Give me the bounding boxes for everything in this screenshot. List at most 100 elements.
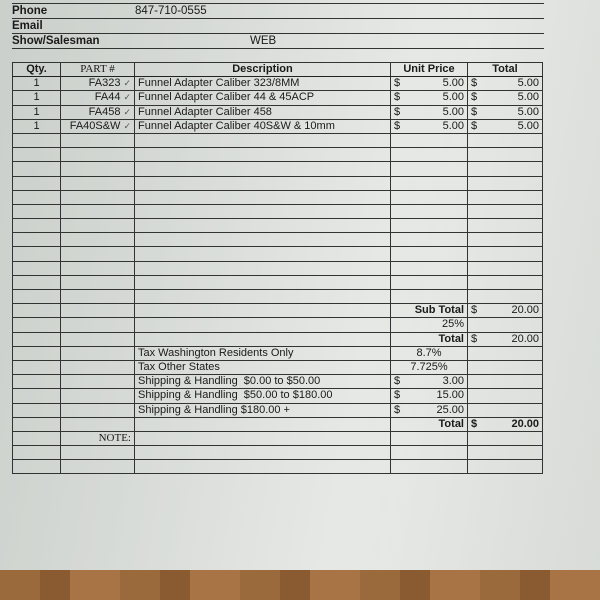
check-mark-icon: ✓ <box>123 106 131 117</box>
part-cell: FA44 ✓ <box>60 90 135 106</box>
amount: 5.00 <box>517 105 539 118</box>
header-part: PART # <box>60 61 135 78</box>
table-row: 1 FA458 ✓ Funnel Adapter Caliber 458 $5.0… <box>12 104 543 120</box>
amount: 5.00 <box>442 105 464 118</box>
qty-cell: 1 <box>12 104 61 120</box>
header-total: Total <box>467 61 543 78</box>
header-unit-price: Unit Price <box>390 61 468 78</box>
shipping-label: Shipping & Handling $50.00 to $180.00 <box>134 388 391 404</box>
invoice-table: Qty. PART # Description Unit Price Total… <box>12 61 543 475</box>
note-label: NOTE: <box>60 430 135 447</box>
amount: 5.00 <box>442 77 464 90</box>
amount: 5.00 <box>517 91 539 104</box>
unit-price-cell: $5.00 <box>390 90 468 106</box>
empty-row <box>12 189 543 205</box>
discount-percent: 25% <box>390 317 468 333</box>
cut-off-row <box>12 0 544 4</box>
phone-value: 847-710-0555 <box>135 5 207 17</box>
currency-symbol: $ <box>471 417 478 430</box>
total-cell: $5.00 <box>467 90 543 106</box>
tax-other-row: Tax Other States 7.725% <box>12 359 543 376</box>
table-row: 1 FA323 ✓ Funnel Adapter Caliber 323/8MM … <box>12 76 543 92</box>
empty-row <box>12 459 543 475</box>
note-field[interactable] <box>134 430 391 447</box>
subtotal-row: Sub Total $20.00 <box>12 303 543 319</box>
currency-symbol: $ <box>471 332 478 345</box>
amount: 5.00 <box>442 91 464 104</box>
email-row: Email <box>12 19 544 34</box>
currency-symbol: $ <box>471 77 478 90</box>
empty-row <box>12 246 543 262</box>
total-row: Total $20.00 <box>12 331 543 347</box>
tax-wa-value: 8.7% <box>390 345 468 361</box>
total-label: Total <box>390 331 468 347</box>
shipping-row: Shipping & Handling $0.00 to $50.00 $3.0… <box>12 374 543 390</box>
empty-row <box>12 203 543 220</box>
phone-label: Phone <box>12 5 48 17</box>
email-label: Email <box>12 20 43 32</box>
empty-row <box>12 260 543 276</box>
check-mark-icon: ✓ <box>123 120 131 131</box>
unit-price-cell: $5.00 <box>390 118 468 134</box>
subtotal-value: $20.00 <box>467 303 543 319</box>
shipping-label: Shipping & Handling $0.00 to $50.00 <box>134 374 391 390</box>
check-mark-icon: ✓ <box>123 92 131 103</box>
amount: 5.00 <box>517 119 539 132</box>
empty-row <box>12 288 543 305</box>
amount: 20.00 <box>511 304 539 317</box>
shipping-label: Shipping & Handling $180.00 + <box>134 402 391 418</box>
total-cell: $5.00 <box>467 118 543 134</box>
header-qty: Qty. <box>12 61 61 78</box>
currency-symbol: $ <box>394 119 401 132</box>
currency-symbol: $ <box>394 389 401 402</box>
currency-symbol: $ <box>471 119 478 132</box>
discount-row: 25% <box>12 317 543 333</box>
tax-wa-label: Tax Washington Residents Only <box>134 345 391 361</box>
part-cell: FA323 ✓ <box>60 76 135 92</box>
total-cell: $5.00 <box>467 76 543 92</box>
part-cell: FA458 ✓ <box>60 104 135 120</box>
wooden-surface <box>0 570 600 600</box>
customer-info: Phone 847-710-0555 Email Show/Salesman W… <box>12 0 544 49</box>
currency-symbol: $ <box>394 91 401 104</box>
note-row: NOTE: <box>12 430 543 447</box>
header-description: Description <box>134 61 391 78</box>
amount: 20.00 <box>511 332 539 345</box>
description-cell: Funnel Adapter Caliber 40S&W & 10mm <box>134 118 391 134</box>
unit-price-cell: $5.00 <box>390 104 468 120</box>
currency-symbol: $ <box>394 375 401 388</box>
amount: 5.00 <box>517 77 539 90</box>
phone-row: Phone 847-710-0555 <box>12 4 544 19</box>
total-cell: $5.00 <box>467 104 543 120</box>
qty-cell: 1 <box>12 118 61 134</box>
part-number: FA458 <box>88 105 121 118</box>
part-cell: FA40S&W ✓ <box>60 118 135 134</box>
qty-cell: 1 <box>12 90 61 106</box>
amount: 15.00 <box>436 389 464 402</box>
salesman-value: WEB <box>250 35 277 47</box>
amount: 5.00 <box>442 119 464 132</box>
shipping-row: Shipping & Handling $50.00 to $180.00 $1… <box>12 388 543 404</box>
salesman-label: Show/Salesman <box>12 35 100 47</box>
description-cell: Funnel Adapter Caliber 458 <box>134 104 391 120</box>
table-row: 1 FA40S&W ✓ Funnel Adapter Caliber 40S&W … <box>12 118 543 134</box>
currency-symbol: $ <box>471 105 478 118</box>
subtotal-label: Sub Total <box>390 303 468 319</box>
grand-total-label: Total <box>390 416 468 432</box>
currency-symbol: $ <box>471 91 478 104</box>
total-value: $20.00 <box>467 331 543 347</box>
empty-row <box>12 161 543 177</box>
shipping-value: $3.00 <box>390 374 468 390</box>
table-header: Qty. PART # Description Unit Price Total <box>12 61 543 78</box>
grand-total-value: $20.00 <box>467 416 543 432</box>
amount: 3.00 <box>442 375 464 388</box>
part-number: FA44 <box>94 91 121 104</box>
currency-symbol: $ <box>394 77 401 90</box>
part-number: FA323 <box>88 77 121 90</box>
table-row: 1 FA44 ✓ Funnel Adapter Caliber 44 & 45AC… <box>12 90 543 106</box>
currency-symbol: $ <box>471 304 478 317</box>
empty-row <box>12 445 543 461</box>
grand-total-row: Total $20.00 <box>12 416 543 432</box>
unit-price-cell: $5.00 <box>390 76 468 92</box>
tax-other-value: 7.725% <box>390 359 468 376</box>
